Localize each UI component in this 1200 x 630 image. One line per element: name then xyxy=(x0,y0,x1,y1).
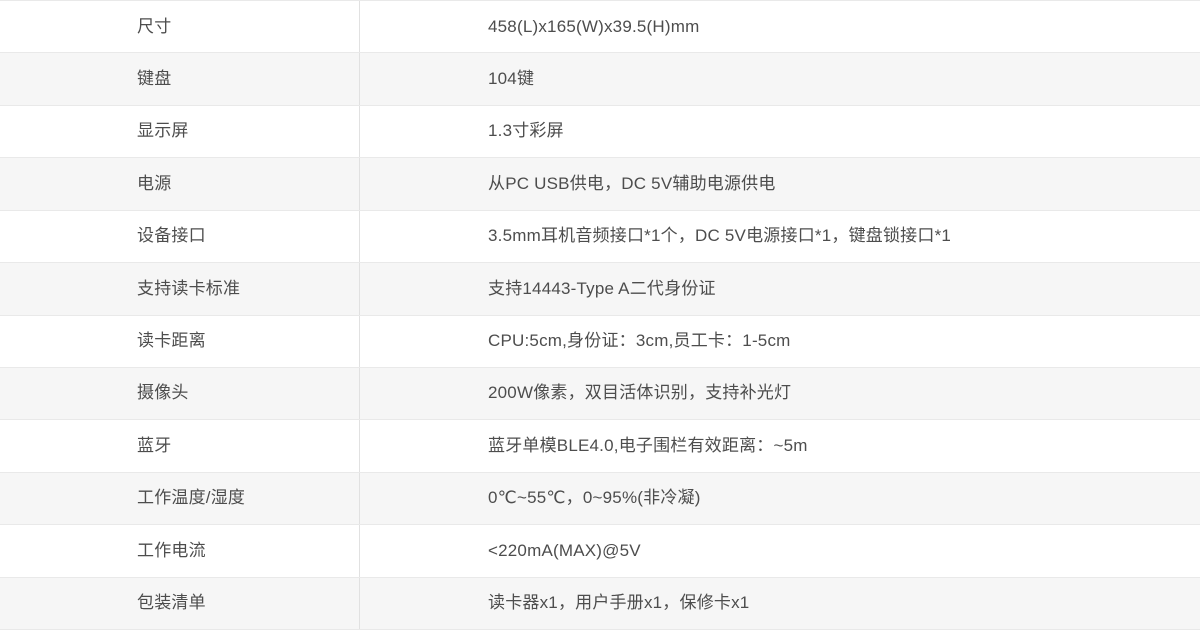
spec-value: 3.5mm耳机音频接口*1个，DC 5V电源接口*1，键盘锁接口*1 xyxy=(488,226,952,246)
table-row: 电源 从PC USB供电，DC 5V辅助电源供电 xyxy=(0,158,1200,211)
spec-value: 蓝牙单模BLE4.0,电子围栏有效距离：~5m xyxy=(488,435,808,455)
spec-label-cell: 蓝牙 xyxy=(0,420,360,472)
spec-label-cell: 工作电流 xyxy=(0,525,360,577)
table-row: 工作电流 <220mA(MAX)@5V xyxy=(0,525,1200,578)
spec-value-cell: 支持14443-Type A二代身份证 xyxy=(360,263,1200,314)
spec-value-cell: 1.3寸彩屏 xyxy=(360,106,1200,157)
spec-value-cell: 200W像素，双目活体识别，支持补光灯 xyxy=(360,368,1200,419)
spec-value-cell: <220mA(MAX)@5V xyxy=(360,525,1200,576)
spec-value-cell: 从PC USB供电，DC 5V辅助电源供电 xyxy=(360,158,1200,209)
spec-label-cell: 摄像头 xyxy=(0,367,360,420)
spec-value-cell: CPU:5cm,身份证：3cm,员工卡：1-5cm xyxy=(360,316,1200,367)
spec-label: 摄像头 xyxy=(137,383,189,403)
spec-value: 200W像素，双目活体识别，支持补光灯 xyxy=(488,383,792,403)
spec-label: 蓝牙 xyxy=(137,435,172,455)
spec-label: 工作电流 xyxy=(137,540,206,560)
spec-label-cell: 包装清单 xyxy=(0,577,360,630)
spec-value: 104键 xyxy=(488,68,535,88)
table-row: 键盘 104键 xyxy=(0,53,1200,106)
table-row: 包装清单 读卡器x1，用户手册x1，保修卡x1 xyxy=(0,577,1200,630)
spec-value: 支持14443-Type A二代身份证 xyxy=(488,278,716,298)
spec-label-cell: 支持读卡标准 xyxy=(0,263,360,315)
spec-value: CPU:5cm,身份证：3cm,员工卡：1-5cm xyxy=(488,331,791,351)
spec-label-cell: 读卡距离 xyxy=(0,315,360,367)
table-row: 支持读卡标准 支持14443-Type A二代身份证 xyxy=(0,263,1200,316)
spec-value: 1.3寸彩屏 xyxy=(488,121,564,141)
spec-label-cell: 电源 xyxy=(0,158,360,210)
spec-label: 支持读卡标准 xyxy=(137,278,241,298)
spec-value: 读卡器x1，用户手册x1，保修卡x1 xyxy=(488,593,750,613)
spec-value: <220mA(MAX)@5V xyxy=(488,540,641,560)
table-row: 尺寸 458(L)x165(W)x39.5(H)mm xyxy=(0,1,1200,54)
spec-value-cell: 0℃~55℃，0~95%(非冷凝) xyxy=(360,473,1200,524)
spec-label: 显示屏 xyxy=(137,121,189,141)
spec-label-cell: 尺寸 xyxy=(0,1,360,53)
table-row: 摄像头 200W像素，双目活体识别，支持补光灯 xyxy=(0,367,1200,421)
table-row: 工作温度/湿度 0℃~55℃，0~95%(非冷凝) xyxy=(0,472,1200,526)
spec-value-cell: 蓝牙单模BLE4.0,电子围栏有效距离：~5m xyxy=(360,420,1200,471)
table-row: 设备接口 3.5mm耳机音频接口*1个，DC 5V电源接口*1，键盘锁接口*1 xyxy=(0,210,1200,264)
spec-label: 设备接口 xyxy=(137,226,206,246)
spec-label: 键盘 xyxy=(137,68,172,88)
spec-label-cell: 设备接口 xyxy=(0,210,360,263)
spec-label-cell: 工作温度/湿度 xyxy=(0,472,360,525)
table-row: 读卡距离 CPU:5cm,身份证：3cm,员工卡：1-5cm xyxy=(0,315,1200,368)
spec-label: 尺寸 xyxy=(137,16,172,36)
spec-value: 0℃~55℃，0~95%(非冷凝) xyxy=(488,488,701,508)
spec-value: 458(L)x165(W)x39.5(H)mm xyxy=(488,16,700,36)
spec-value: 从PC USB供电，DC 5V辅助电源供电 xyxy=(488,173,776,193)
spec-label: 电源 xyxy=(137,173,172,193)
spec-value-cell: 3.5mm耳机音频接口*1个，DC 5V电源接口*1，键盘锁接口*1 xyxy=(360,211,1200,262)
table-row: 显示屏 1.3寸彩屏 xyxy=(0,105,1200,159)
spec-value-cell: 458(L)x165(W)x39.5(H)mm xyxy=(360,1,1200,52)
spec-value-cell: 104键 xyxy=(360,53,1200,104)
table-row: 蓝牙 蓝牙单模BLE4.0,电子围栏有效距离：~5m xyxy=(0,420,1200,473)
spec-label-cell: 显示屏 xyxy=(0,105,360,158)
spec-label-cell: 键盘 xyxy=(0,53,360,105)
spec-label: 读卡距离 xyxy=(137,331,206,351)
spec-value-cell: 读卡器x1，用户手册x1，保修卡x1 xyxy=(360,578,1200,629)
spec-label: 包装清单 xyxy=(137,593,206,613)
spec-label: 工作温度/湿度 xyxy=(137,488,246,508)
